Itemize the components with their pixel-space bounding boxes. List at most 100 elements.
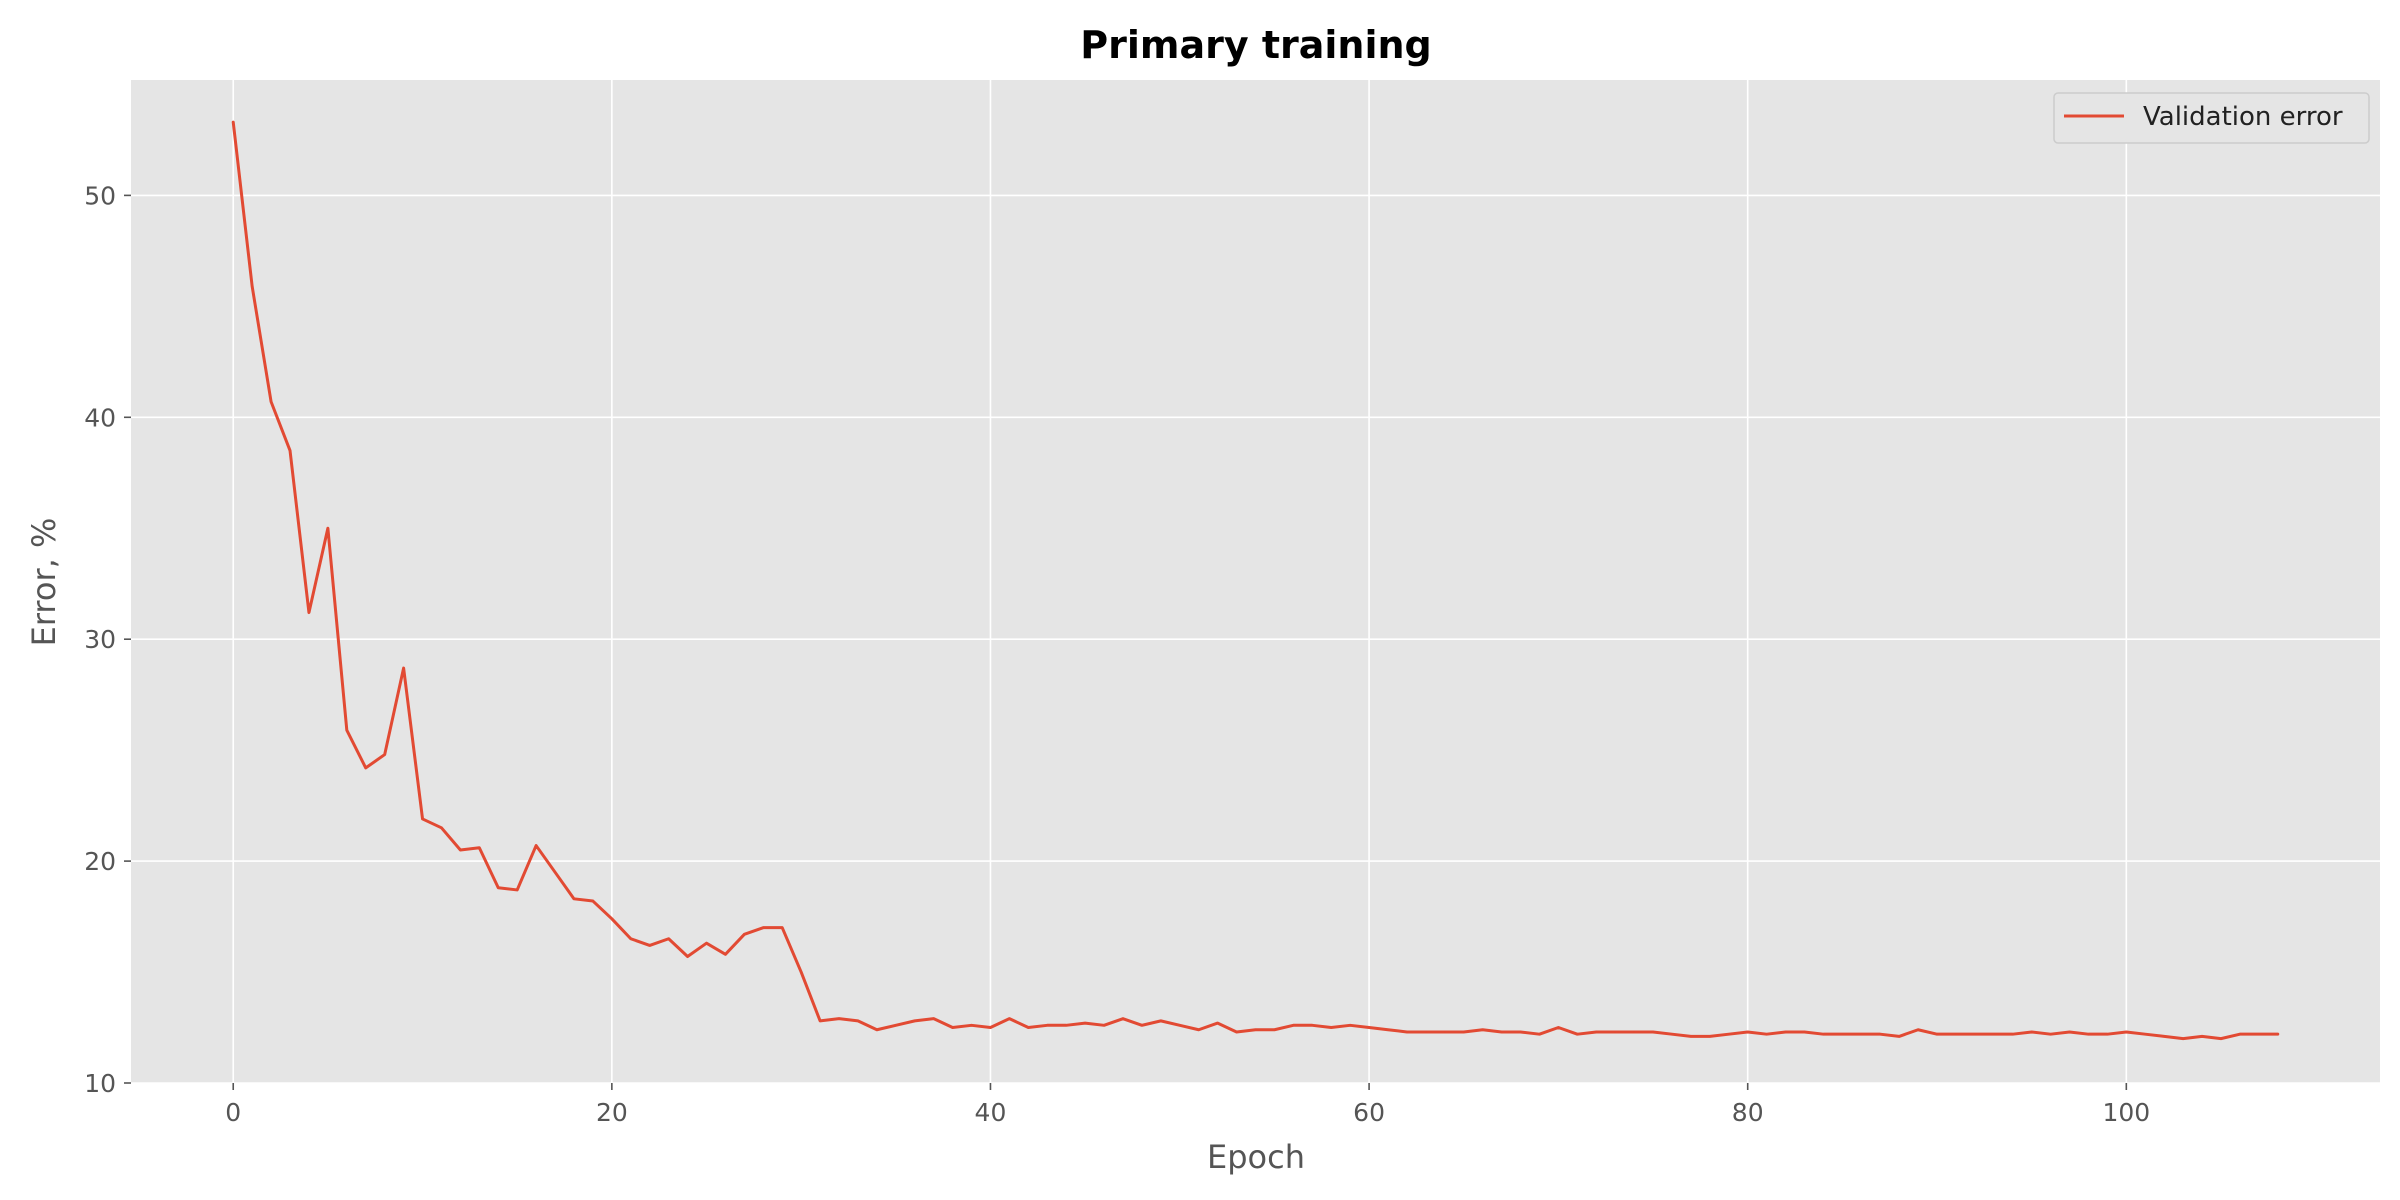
data-point (781, 926, 784, 929)
data-point (762, 926, 765, 929)
data-point (667, 937, 670, 940)
y-tick-label: 10 (84, 1069, 116, 1098)
data-point (895, 1024, 897, 1027)
data-point (2106, 1033, 2109, 1035)
data-point (1727, 1033, 1730, 1035)
data-point (724, 953, 727, 956)
data-point (2258, 1033, 2260, 1035)
data-point (1425, 1031, 1427, 1033)
data-point (1254, 1028, 1257, 1031)
data-point (611, 917, 613, 920)
data-point (1898, 1035, 1900, 1038)
y-tick-label: 40 (84, 403, 116, 432)
data-point (1406, 1031, 1408, 1033)
x-axis-label: Epoch (1207, 1138, 1305, 1176)
data-point (686, 955, 689, 958)
data-point (1273, 1028, 1276, 1031)
data-point (989, 1026, 992, 1029)
data-point (2163, 1035, 2165, 1038)
data-point (1046, 1024, 1049, 1027)
data-point (2201, 1035, 2203, 1038)
data-point (1349, 1024, 1351, 1027)
data-point (1462, 1031, 1465, 1033)
data-point (270, 400, 272, 403)
data-point (364, 767, 367, 769)
data-point (743, 933, 746, 936)
data-point (1311, 1024, 1314, 1027)
data-point (383, 753, 386, 756)
data-point (2011, 1033, 2014, 1035)
data-point (1709, 1035, 1711, 1038)
data-point (1671, 1033, 1673, 1035)
data-point (1690, 1035, 1692, 1038)
data-point (2030, 1031, 2033, 1033)
data-point (251, 285, 253, 288)
x-tick-label: 80 (1732, 1098, 1764, 1127)
data-point (1387, 1028, 1389, 1031)
data-point (1481, 1028, 1484, 1031)
data-point (2182, 1037, 2184, 1040)
y-tick-label: 20 (84, 847, 116, 876)
data-point (1765, 1033, 1768, 1035)
y-tick-label: 30 (84, 625, 116, 654)
series-layer (231, 120, 2280, 1041)
data-point (1784, 1031, 1787, 1033)
data-point (2239, 1033, 2241, 1035)
data-point (1500, 1031, 1503, 1033)
data-point (1746, 1031, 1749, 1033)
data-point (1860, 1033, 1863, 1035)
data-point (1368, 1026, 1370, 1029)
data-point (857, 1020, 859, 1022)
data-point (1633, 1031, 1635, 1033)
data-point (1235, 1031, 1238, 1033)
data-point (289, 449, 291, 452)
data-point (970, 1024, 973, 1027)
data-point (2220, 1037, 2222, 1040)
plot-area (131, 80, 2380, 1083)
data-point (838, 1017, 840, 1020)
data-point (308, 611, 310, 614)
data-point (1330, 1026, 1333, 1029)
data-point (1538, 1033, 1541, 1035)
x-tick-label: 20 (596, 1098, 628, 1127)
x-tick-label: 40 (975, 1098, 1007, 1127)
data-point (554, 871, 556, 873)
chart-title: Primary training (1080, 23, 1432, 67)
data-point (402, 667, 405, 669)
data-point (648, 944, 651, 947)
data-point (1974, 1033, 1976, 1035)
data-point (1160, 1020, 1162, 1022)
data-point (1027, 1026, 1030, 1029)
data-point (1576, 1033, 1579, 1035)
y-axis-label: Error, % (25, 518, 63, 647)
data-point (1141, 1024, 1143, 1027)
data-point (1103, 1024, 1105, 1027)
legend-box (2053, 92, 2370, 144)
data-point (1122, 1017, 1124, 1020)
data-point (516, 889, 518, 891)
data-point (1595, 1031, 1598, 1033)
x-tick-label: 0 (225, 1098, 241, 1127)
data-point (1178, 1024, 1181, 1027)
data-point (478, 846, 481, 849)
data-point (705, 942, 708, 944)
data-point (951, 1026, 954, 1029)
data-point (1008, 1017, 1011, 1020)
y-tick-label: 50 (84, 181, 116, 210)
data-point (932, 1017, 935, 1020)
data-point (1879, 1033, 1882, 1035)
data-point (497, 886, 500, 889)
data-point (2087, 1033, 2090, 1035)
data-point (1822, 1033, 1825, 1035)
data-point (2144, 1033, 2147, 1035)
legend: Validation error (2053, 92, 2370, 144)
data-point (2049, 1033, 2052, 1035)
data-point (913, 1020, 916, 1022)
data-point (535, 844, 537, 847)
data-point (1216, 1022, 1219, 1024)
data-point (1917, 1028, 1919, 1031)
data-point (2125, 1031, 2128, 1033)
data-point (232, 121, 235, 123)
data-point (1519, 1031, 1522, 1033)
